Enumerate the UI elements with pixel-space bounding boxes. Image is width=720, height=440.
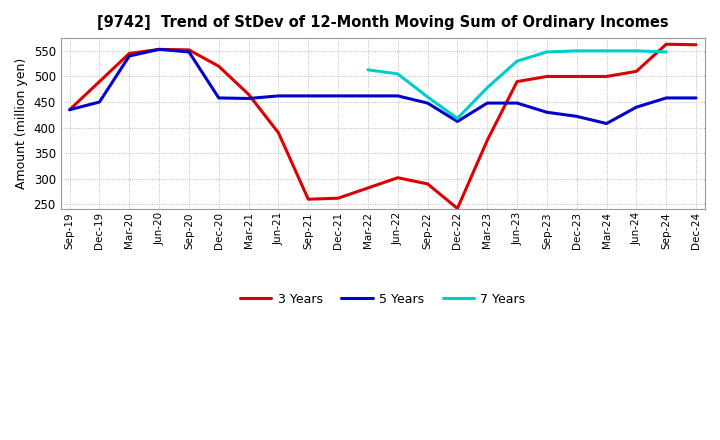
7 Years	[572, 48, 581, 54]
7 Years	[543, 49, 552, 55]
Legend: 3 Years, 5 Years, 7 Years: 3 Years, 5 Years, 7 Years	[235, 288, 531, 311]
Line: 3 Years: 3 Years	[70, 44, 696, 209]
3 Years	[543, 74, 552, 79]
Title: [9742]  Trend of StDev of 12-Month Moving Sum of Ordinary Incomes: [9742] Trend of StDev of 12-Month Moving…	[97, 15, 669, 30]
5 Years	[125, 53, 134, 59]
7 Years	[364, 67, 372, 73]
5 Years	[364, 93, 372, 99]
5 Years	[274, 93, 283, 99]
7 Years	[632, 48, 641, 54]
3 Years	[95, 79, 104, 84]
Line: 7 Years: 7 Years	[368, 51, 666, 118]
7 Years	[483, 85, 492, 90]
5 Years	[483, 100, 492, 106]
7 Years	[423, 94, 432, 99]
3 Years	[244, 92, 253, 97]
3 Years	[155, 47, 163, 52]
3 Years	[364, 185, 372, 191]
5 Years	[244, 96, 253, 101]
5 Years	[423, 100, 432, 106]
5 Years	[155, 47, 163, 52]
5 Years	[692, 95, 701, 101]
5 Years	[543, 110, 552, 115]
3 Years	[215, 64, 223, 69]
3 Years	[423, 181, 432, 187]
5 Years	[662, 95, 670, 101]
3 Years	[483, 138, 492, 143]
3 Years	[632, 69, 641, 74]
3 Years	[692, 42, 701, 48]
5 Years	[393, 93, 402, 99]
5 Years	[632, 105, 641, 110]
3 Years	[662, 42, 670, 47]
3 Years	[304, 197, 312, 202]
3 Years	[274, 130, 283, 136]
3 Years	[513, 79, 521, 84]
5 Years	[95, 99, 104, 105]
5 Years	[66, 107, 74, 112]
7 Years	[662, 49, 670, 55]
5 Years	[334, 93, 343, 99]
3 Years	[453, 206, 462, 211]
Line: 5 Years: 5 Years	[70, 49, 696, 124]
5 Years	[513, 100, 521, 106]
5 Years	[184, 49, 193, 55]
5 Years	[602, 121, 611, 126]
3 Years	[184, 47, 193, 52]
7 Years	[513, 59, 521, 64]
5 Years	[304, 93, 312, 99]
7 Years	[602, 48, 611, 54]
3 Years	[572, 74, 581, 79]
Y-axis label: Amount (million yen): Amount (million yen)	[15, 58, 28, 189]
3 Years	[393, 175, 402, 180]
7 Years	[393, 71, 402, 77]
3 Years	[66, 107, 74, 112]
3 Years	[125, 51, 134, 56]
7 Years	[453, 116, 462, 121]
5 Years	[572, 114, 581, 119]
5 Years	[453, 119, 462, 124]
3 Years	[602, 74, 611, 79]
5 Years	[215, 95, 223, 101]
3 Years	[334, 195, 343, 201]
